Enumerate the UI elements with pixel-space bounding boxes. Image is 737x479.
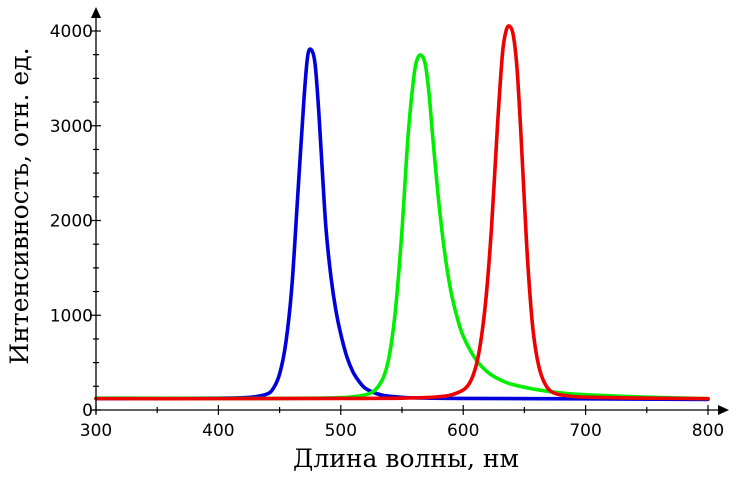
blue-spectrum-line	[94, 47, 710, 402]
x-tick-label: 600	[447, 421, 479, 441]
y-tick-label: 2000	[50, 212, 93, 232]
y-axis-title: Интенсивность, отн. ед.	[5, 47, 34, 364]
red-spectrum-line	[94, 24, 710, 401]
x-tick-label: 500	[325, 421, 357, 441]
axes	[91, 7, 729, 415]
x-tick-label: 700	[569, 421, 601, 441]
ticks: 300 400 500 600 700 800 0 1000 2000 3000 4000	[50, 22, 724, 441]
x-tick-label: 800	[692, 421, 724, 441]
y-tick-label: 4000	[50, 22, 93, 42]
x-tick-label: 300	[80, 421, 112, 441]
x-axis-title: Длина волны, нм	[293, 444, 519, 473]
green-spectrum-line	[94, 53, 710, 401]
x-axis-arrow	[718, 405, 729, 415]
y-axis-arrow	[91, 7, 101, 18]
plot-series	[94, 24, 710, 402]
x-tick-label: 400	[202, 421, 234, 441]
y-tick-label: 1000	[50, 306, 93, 326]
y-tick-label: 0	[82, 401, 93, 421]
y-tick-label: 3000	[50, 117, 93, 137]
